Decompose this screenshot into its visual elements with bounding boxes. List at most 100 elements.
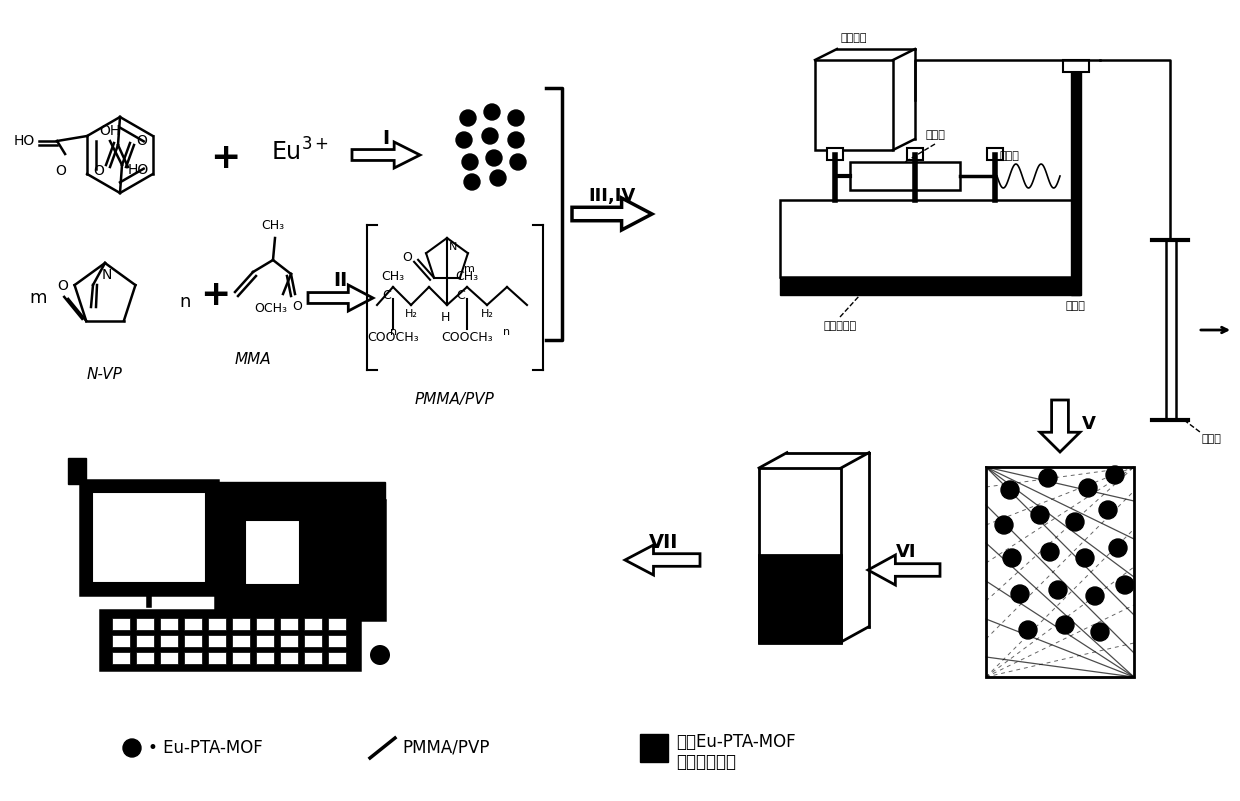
Text: HO: HO bbox=[14, 134, 35, 148]
Text: CH₃: CH₃ bbox=[455, 270, 479, 283]
Bar bbox=[849, 162, 960, 190]
Bar bbox=[1071, 60, 1081, 295]
Bar bbox=[232, 635, 250, 647]
Bar bbox=[827, 148, 843, 160]
Circle shape bbox=[1030, 506, 1049, 524]
Bar bbox=[136, 618, 154, 630]
Bar bbox=[345, 530, 370, 560]
Bar bbox=[987, 148, 1003, 160]
Circle shape bbox=[1086, 587, 1104, 605]
Bar bbox=[92, 492, 206, 583]
Text: n: n bbox=[503, 327, 511, 337]
Text: 喂尺头: 喂尺头 bbox=[999, 151, 1019, 161]
Bar bbox=[81, 480, 218, 595]
Polygon shape bbox=[352, 142, 420, 168]
Bar bbox=[112, 618, 130, 630]
Circle shape bbox=[460, 110, 476, 126]
Circle shape bbox=[510, 154, 526, 170]
Polygon shape bbox=[572, 198, 652, 230]
Bar bbox=[255, 652, 274, 664]
Bar bbox=[215, 500, 384, 620]
Text: O: O bbox=[93, 164, 104, 178]
Circle shape bbox=[490, 170, 506, 186]
Text: MMA: MMA bbox=[234, 352, 272, 367]
Text: 的纳米纤维膜: 的纳米纤维膜 bbox=[676, 753, 737, 771]
Circle shape bbox=[508, 110, 525, 126]
Bar bbox=[232, 652, 250, 664]
Bar bbox=[304, 635, 322, 647]
Bar bbox=[184, 618, 202, 630]
Text: m: m bbox=[30, 289, 47, 307]
Text: PMMA/PVP: PMMA/PVP bbox=[402, 739, 490, 757]
Circle shape bbox=[464, 174, 480, 190]
Bar bbox=[304, 652, 322, 664]
Text: m: m bbox=[464, 264, 475, 274]
Circle shape bbox=[1091, 623, 1109, 641]
Text: CH₃: CH₃ bbox=[262, 219, 284, 232]
Text: C: C bbox=[382, 289, 391, 302]
Text: N: N bbox=[102, 268, 112, 282]
Text: COOCH₃: COOCH₃ bbox=[441, 331, 492, 344]
Bar bbox=[280, 618, 298, 630]
Text: 微量注射泵: 微量注射泵 bbox=[823, 321, 857, 331]
Text: CH₃: CH₃ bbox=[382, 270, 404, 283]
Polygon shape bbox=[1040, 400, 1080, 452]
Bar bbox=[780, 200, 1080, 277]
Circle shape bbox=[1056, 616, 1074, 634]
Text: O: O bbox=[402, 252, 412, 264]
Text: H: H bbox=[440, 311, 450, 324]
Bar bbox=[68, 458, 86, 484]
Circle shape bbox=[370, 645, 391, 665]
Bar bbox=[160, 635, 179, 647]
Text: O: O bbox=[293, 300, 301, 313]
Bar bbox=[280, 652, 298, 664]
Bar bbox=[232, 618, 250, 630]
Polygon shape bbox=[308, 285, 373, 311]
Text: Eu$^{3+}$: Eu$^{3+}$ bbox=[272, 139, 329, 166]
Bar bbox=[255, 635, 274, 647]
Bar bbox=[246, 520, 300, 585]
Bar bbox=[370, 565, 384, 577]
Bar bbox=[255, 618, 274, 630]
Text: COOCH₃: COOCH₃ bbox=[367, 331, 419, 344]
Bar bbox=[208, 635, 226, 647]
Text: VII: VII bbox=[650, 533, 678, 552]
Bar bbox=[815, 60, 893, 150]
Text: 高压电源: 高压电源 bbox=[841, 33, 867, 43]
Bar bbox=[160, 652, 179, 664]
Bar bbox=[136, 652, 154, 664]
Bar bbox=[986, 467, 1135, 677]
Text: VI: VI bbox=[895, 543, 916, 561]
Circle shape bbox=[484, 104, 500, 120]
Polygon shape bbox=[868, 555, 940, 585]
Text: O: O bbox=[136, 134, 146, 148]
Circle shape bbox=[482, 128, 498, 144]
Circle shape bbox=[1079, 479, 1097, 497]
Circle shape bbox=[1019, 621, 1037, 639]
Text: H₂: H₂ bbox=[404, 309, 418, 319]
Text: III,IV: III,IV bbox=[588, 187, 636, 205]
Circle shape bbox=[1099, 501, 1117, 519]
Text: O: O bbox=[57, 279, 68, 293]
Text: n: n bbox=[180, 293, 191, 311]
Bar bbox=[906, 148, 923, 160]
Text: PMMA/PVP: PMMA/PVP bbox=[415, 392, 495, 407]
Circle shape bbox=[1076, 549, 1094, 567]
Bar bbox=[160, 618, 179, 630]
Text: 接收板: 接收板 bbox=[1202, 434, 1221, 444]
Text: • Eu-PTA-MOF: • Eu-PTA-MOF bbox=[148, 739, 263, 757]
Circle shape bbox=[463, 154, 477, 170]
Circle shape bbox=[456, 132, 472, 148]
Text: N-VP: N-VP bbox=[87, 367, 123, 382]
Bar bbox=[184, 635, 202, 647]
Circle shape bbox=[1011, 585, 1029, 603]
Text: I: I bbox=[382, 128, 389, 147]
Bar bbox=[986, 467, 1135, 677]
Circle shape bbox=[1003, 549, 1021, 567]
Circle shape bbox=[1049, 581, 1066, 599]
Bar bbox=[208, 618, 226, 630]
Text: +: + bbox=[200, 278, 231, 312]
Text: O: O bbox=[56, 164, 67, 178]
Bar bbox=[329, 635, 346, 647]
Bar bbox=[1063, 60, 1089, 72]
